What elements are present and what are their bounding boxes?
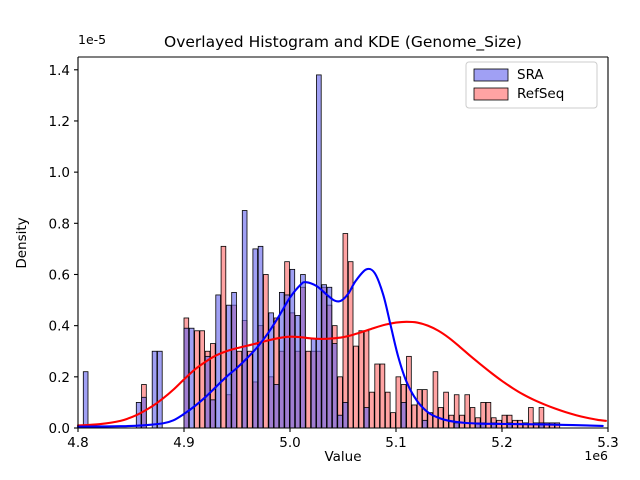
bar-sra (400, 402, 407, 429)
x-tick-label: 5.0 (279, 435, 300, 451)
bar-refseq (374, 363, 380, 429)
bar-refseq (247, 350, 253, 429)
bar-refseq (369, 391, 375, 429)
bar-sra (188, 327, 195, 429)
bar-sra (422, 419, 428, 429)
bar-refseq (353, 345, 359, 429)
kde-curve-refseq (76, 320, 607, 427)
y-axis-label: Density (14, 217, 30, 268)
x-axis-ticks: 4.8 4.9 5.0 5.1 5.2 5.3 (67, 428, 619, 451)
x-tick-label: 4.8 (67, 435, 88, 451)
y-axis-offset-label: 1e-5 (78, 32, 106, 47)
bar-sra (225, 304, 232, 429)
kde-curve-sra (76, 267, 604, 428)
bar-sra (321, 284, 327, 429)
bar-sra (326, 286, 333, 429)
bar-sra (363, 407, 370, 429)
chart-title: Overlayed Histogram and KDE (Genome_Size… (164, 33, 522, 52)
x-axis-label: Value (324, 449, 361, 465)
bar-refseq (390, 412, 396, 429)
y-tick-label: 0.8 (49, 216, 70, 232)
bar-refseq (263, 274, 269, 429)
bar-refseq (358, 330, 364, 429)
bar-refseq (432, 371, 439, 429)
y-tick-label: 1.4 (49, 63, 70, 79)
y-axis-ticks: 0.0 0.2 0.4 0.6 0.8 1.0 1.2 1.4 (49, 63, 78, 437)
bar-sra (284, 294, 290, 429)
x-tick-label: 4.9 (173, 435, 194, 451)
bar-sra (331, 343, 338, 429)
y-tick-label: 0.2 (49, 370, 70, 386)
bar-sra (210, 399, 216, 429)
y-tick-label: 1.2 (49, 114, 70, 130)
bar-refseq (220, 245, 227, 429)
legend-swatch-sra (473, 68, 509, 82)
x-axis-offset-label: 1e6 (584, 448, 608, 463)
bar-refseq (416, 389, 423, 429)
bar-refseq (379, 363, 386, 429)
legend-label-refseq: RefSeq (517, 86, 564, 102)
bar-sra (215, 294, 221, 429)
bar-sra (300, 274, 306, 429)
bar-sra (157, 350, 163, 429)
bar-sra (231, 291, 237, 429)
bar-refseq (342, 233, 349, 429)
y-tick-label: 0.4 (49, 319, 70, 335)
bar-refseq (199, 330, 205, 429)
bar-refseq (194, 330, 200, 429)
bar-sra (294, 315, 301, 429)
bar-sra (151, 350, 158, 429)
bar-sra (316, 74, 322, 429)
bar-sra (310, 338, 317, 429)
bar-sra (241, 210, 248, 429)
bar-refseq (501, 414, 508, 429)
legend-swatch-refseq (473, 87, 509, 101)
bar-refseq (395, 376, 402, 429)
bar-refseq (384, 391, 391, 429)
y-tick-label: 0.0 (49, 421, 70, 437)
bar-sra (342, 402, 349, 429)
y-tick-label: 0.6 (49, 267, 70, 283)
bar-sra (82, 371, 89, 429)
y-tick-label: 1.0 (49, 165, 70, 181)
bar-sra (252, 248, 258, 429)
bar-refseq (443, 391, 449, 429)
bar-sra (257, 245, 264, 429)
axes-frame (77, 56, 609, 429)
bar-sra (273, 384, 280, 429)
bar-refseq (305, 350, 311, 429)
x-tick-label: 5.3 (597, 435, 618, 451)
x-tick-label: 5.2 (491, 435, 512, 451)
bar-refseq (469, 407, 476, 429)
legend[interactable]: SRA RefSeq (465, 61, 598, 109)
x-tick-label: 5.1 (385, 435, 406, 451)
bar-sra (337, 414, 343, 429)
bar-sra (453, 422, 460, 429)
bar-refseq (411, 404, 417, 429)
legend-label-sra: SRA (517, 67, 544, 83)
